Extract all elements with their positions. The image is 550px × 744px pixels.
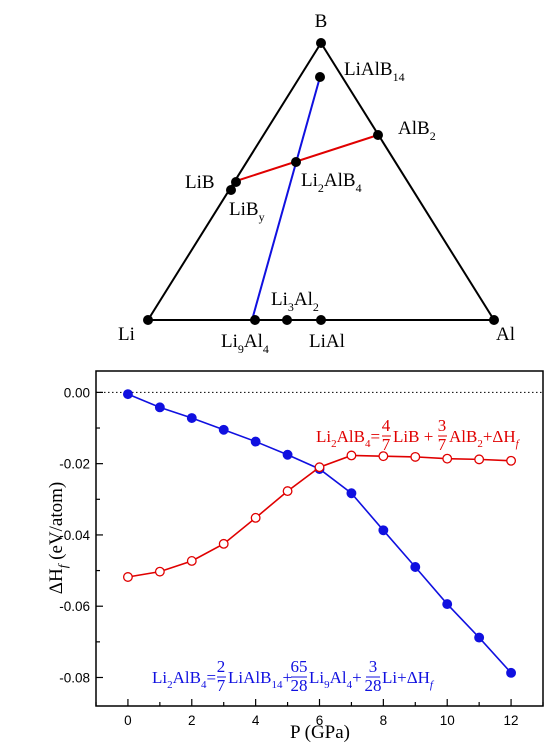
series-0-point (186, 413, 197, 423)
y-ticks: 0.00 -0.02 -0.04 -0.06 -0.08 (59, 385, 103, 685)
y-tick-label: -0.02 (59, 457, 90, 472)
blue-equation: Li2AlB4= 2 7 LiAlB14+ 65 28 Li9Al4+ 3 28… (152, 657, 435, 695)
ternary-diagram: B Li Al LiAlB14 AlB2 LiB LiBy Li2AlB4 Li… (118, 11, 515, 356)
series-0-point (442, 599, 453, 610)
series-0-point (250, 436, 261, 447)
tie-line-blue (251, 76, 321, 321)
plot-frame (95, 370, 544, 707)
phase-point-lialb14 (315, 72, 325, 82)
series-1-point (442, 453, 453, 464)
phase-point-li9al4 (250, 315, 260, 325)
series-1-point (186, 556, 197, 566)
x-tick-label: 10 (440, 713, 455, 728)
phase-point-li2alb4 (291, 157, 301, 167)
series-1-point (250, 512, 261, 523)
enthalpy-chart: 0 2 4 6 8 10 12 0.00 -0.02 -0.04 -0.06 -0.08 P (GP… (46, 370, 544, 743)
vertex-label-li: Li (118, 324, 135, 345)
series-1-point (410, 451, 421, 462)
svg-text:2: 2 (217, 657, 226, 676)
svg-text:Li2AlB4=: Li2AlB4= (152, 668, 216, 691)
svg-text:7: 7 (438, 435, 447, 454)
series-0-point (218, 424, 229, 435)
phase-label-alb2: AlB2 (398, 118, 436, 143)
series-1-point (474, 454, 485, 465)
svg-text:LiB +: LiB + (393, 427, 433, 446)
tie-line-red (232, 134, 379, 183)
x-tick-label: 4 (252, 713, 260, 728)
series-1-point (346, 450, 357, 461)
svg-text:7: 7 (382, 435, 391, 454)
series-0-point (282, 449, 293, 460)
x-tick-label: 8 (380, 713, 388, 728)
vertex-label-al: Al (496, 324, 515, 345)
red-equation: Li2AlB4= 4 7 LiB + 3 7 AlB2+ΔHf (316, 416, 521, 454)
series-1-point (314, 462, 325, 473)
x-axis-title: P (GPa) (290, 722, 350, 743)
x-tick-label: 2 (188, 713, 196, 728)
y-axis-title: ΔHf (eV/atom) (46, 482, 70, 594)
svg-text:AlB2+ΔHf: AlB2+ΔHf (449, 427, 521, 450)
svg-text:4: 4 (382, 416, 391, 435)
x-tick-label: 0 (124, 713, 132, 728)
phase-label-lial: LiAl (309, 331, 345, 352)
phase-label-lialb14: LiAlB14 (344, 59, 405, 84)
svg-text:3: 3 (369, 657, 378, 676)
vertex-point-al (489, 315, 499, 325)
phase-point-liby (226, 185, 236, 195)
x-tick-label: 12 (504, 713, 519, 728)
svg-text:Li2AlB4=: Li2AlB4= (316, 427, 380, 450)
phase-point-lial (316, 315, 326, 325)
svg-text:Li+ΔHf: Li+ΔHf (382, 668, 435, 691)
svg-text:28: 28 (365, 676, 382, 695)
series-0-point (378, 525, 389, 536)
svg-text:Li9Al4+: Li9Al4+ (309, 668, 362, 691)
series-layer (122, 389, 517, 678)
phase-point-lib (231, 177, 241, 187)
series-1-point (378, 451, 389, 462)
vertex-label-b: B (315, 11, 328, 32)
phase-point-li3al2 (282, 315, 292, 325)
phase-label-liby: LiBy (229, 199, 265, 224)
series-0-point (474, 632, 485, 643)
vertex-point-li (143, 315, 153, 325)
series-1-point (154, 566, 165, 577)
series-0-point (506, 667, 517, 678)
svg-text:7: 7 (217, 676, 226, 695)
y-tick-label: -0.04 (59, 528, 90, 543)
series-1-point (122, 572, 133, 582)
y-tick-label: -0.06 (59, 599, 90, 614)
x-tick-label: 6 (316, 713, 324, 728)
series-0-point (346, 488, 357, 499)
svg-text:3: 3 (438, 416, 447, 435)
series-0-point (410, 562, 421, 572)
phase-label-li3al2: Li3Al2 (271, 289, 319, 314)
series-1-point (282, 486, 293, 497)
svg-text:LiAlB14+: LiAlB14+ (228, 668, 292, 691)
series-0-point (122, 389, 133, 400)
phase-point-alb2 (373, 130, 383, 140)
x-ticks: 0 2 4 6 8 10 12 (95, 699, 544, 728)
y-tick-label: -0.08 (59, 670, 90, 685)
svg-text:28: 28 (291, 676, 308, 695)
series-1-point (218, 538, 229, 549)
phase-label-li9al4: Li9Al4 (221, 331, 269, 356)
series-1-point (506, 455, 517, 466)
phase-label-li2alb4: Li2AlB4 (301, 170, 362, 195)
series-0-point (154, 402, 165, 413)
y-tick-label: 0.00 (64, 385, 90, 400)
phase-label-lib: LiB (185, 172, 215, 193)
vertex-point-b (316, 38, 326, 48)
svg-text:65: 65 (291, 657, 308, 676)
